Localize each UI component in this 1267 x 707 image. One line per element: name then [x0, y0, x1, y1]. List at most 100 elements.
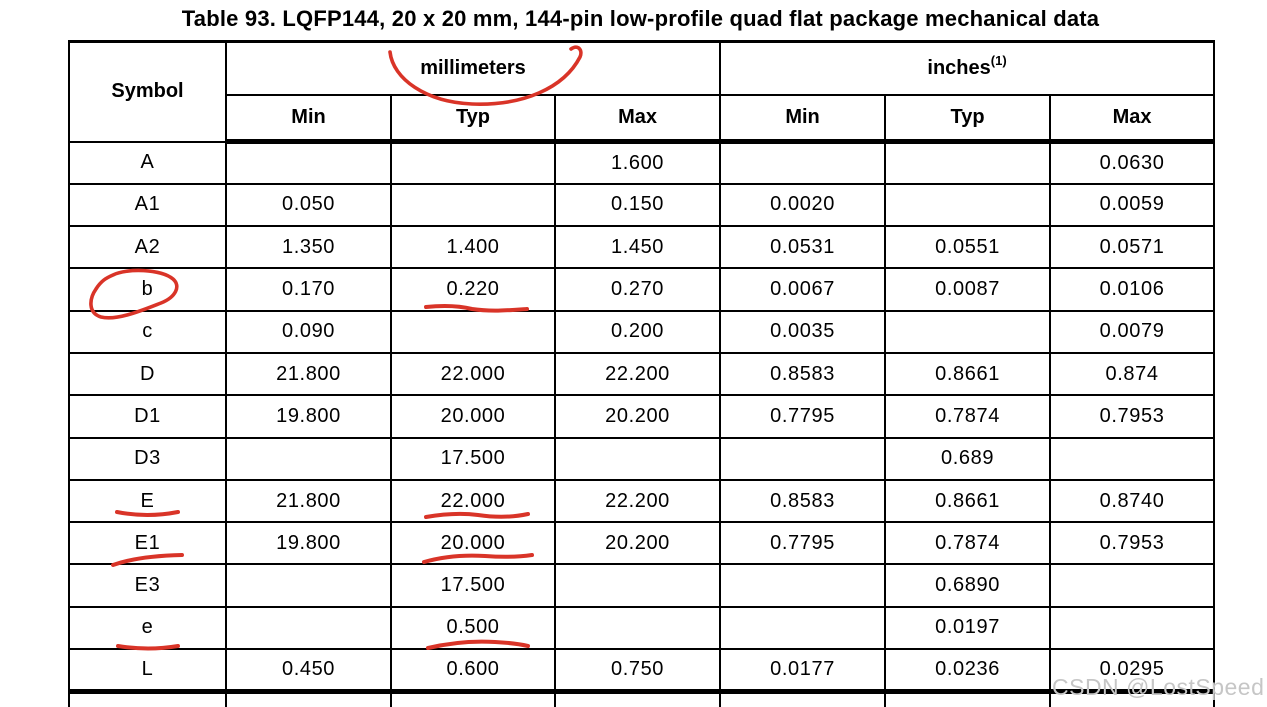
- empty-cell: [68, 688, 227, 707]
- in-min-cell: 0.0020: [719, 182, 887, 228]
- mm-min-cell: 21.800: [225, 351, 392, 397]
- millimeters-label: millimeters: [420, 56, 526, 79]
- symbol-cell: A1: [68, 182, 227, 228]
- in-min-cell: 0.8583: [719, 351, 887, 397]
- in-min-cell: 0.0177: [719, 648, 887, 693]
- mm-min-cell: [225, 605, 392, 651]
- mm-max-cell: 1.600: [553, 140, 722, 185]
- watermark: CSDN @LostSpeed: [1052, 674, 1265, 700]
- in-max-cell: 0.0295: [1049, 648, 1216, 693]
- table-row: L 0.450 0.600 0.750 0.0177 0.0236 0.0295: [68, 648, 1216, 693]
- table-row: A2 1.350 1.400 1.450 0.0531 0.0551 0.057…: [68, 225, 1216, 270]
- mm-min-cell: 0.170: [225, 267, 392, 312]
- mm-min-cell: [225, 436, 392, 481]
- table-row: A1 0.050 0.150 0.0020 0.0059: [68, 182, 1216, 228]
- mm-typ-cell: 22.000: [390, 351, 556, 397]
- mm-typ-cell: 1.400: [390, 225, 556, 270]
- table-row: E 21.800 22.000 22.200 0.8583 0.8661 0.8…: [68, 478, 1216, 524]
- mm-typ-cell: 0.220: [390, 267, 556, 312]
- mm-max-cell: [553, 605, 722, 651]
- in-typ-cell: 0.8661: [884, 478, 1052, 524]
- mm-max-cell: [553, 436, 722, 481]
- symbol-cell: c: [68, 309, 227, 354]
- header-mm-min: Min: [225, 93, 392, 144]
- mm-typ-cell: 0.600: [390, 648, 556, 693]
- empty-cell: [719, 688, 887, 707]
- symbol-cell: D1: [68, 394, 227, 439]
- mm-typ-cell: [390, 140, 556, 185]
- mm-max-cell: [553, 563, 722, 608]
- table-row: b 0.170 0.220 0.270 0.0067 0.0087 0.0106: [68, 267, 1216, 312]
- symbol-cell: E: [68, 478, 227, 524]
- in-max-cell: 0.7953: [1049, 394, 1216, 439]
- header-in-max: Max: [1049, 93, 1216, 144]
- symbol-cell: A2: [68, 225, 227, 270]
- table-row: A 1.600 0.0630: [68, 140, 1216, 185]
- table-row: D3 17.500 0.689: [68, 436, 1216, 481]
- table-row: c 0.090 0.200 0.0035 0.0079: [68, 309, 1216, 354]
- mm-typ-cell: 22.000: [390, 478, 556, 524]
- table-title: Table 93. LQFP144, 20 x 20 mm, 144-pin l…: [181, 6, 1100, 31]
- in-max-cell: 0.0630: [1049, 140, 1216, 185]
- table-body: A 1.600 0.0630 A1 0.050 0.150 0.0020 0.0…: [68, 140, 1216, 693]
- in-min-cell: 0.0035: [719, 309, 887, 354]
- table-row-partial: [68, 688, 1216, 707]
- in-min-cell: [719, 140, 887, 185]
- header-in-min: Min: [719, 93, 887, 144]
- in-typ-cell: 0.7874: [884, 521, 1052, 566]
- unit-group-row: Symbol millimeters inches(1): [68, 40, 1216, 143]
- in-max-cell: [1049, 605, 1216, 651]
- in-max-cell: 0.0571: [1049, 225, 1216, 270]
- mm-typ-cell: 0.500: [390, 605, 556, 651]
- mm-max-cell: 0.750: [553, 648, 722, 693]
- symbol-cell: A: [68, 140, 227, 185]
- header-millimeters: millimeters: [224, 40, 722, 96]
- in-min-cell: [719, 563, 887, 608]
- in-typ-cell: [884, 182, 1052, 228]
- symbol-cell: L: [68, 648, 227, 693]
- mm-max-cell: 22.200: [553, 478, 722, 524]
- mm-max-cell: 1.450: [553, 225, 722, 270]
- mm-max-cell: 0.200: [553, 309, 722, 354]
- in-max-cell: 0.874: [1049, 351, 1216, 397]
- inches-label: inches: [927, 56, 991, 79]
- empty-cell: [390, 688, 556, 707]
- header-mm-typ: Typ: [390, 93, 556, 144]
- in-min-cell: [719, 605, 887, 651]
- in-max-cell: 0.0106: [1049, 267, 1216, 312]
- in-min-cell: 0.7795: [719, 394, 887, 439]
- mm-min-cell: 0.090: [225, 309, 392, 354]
- in-min-cell: 0.0531: [719, 225, 887, 270]
- in-max-cell: [1049, 436, 1216, 481]
- mm-typ-cell: 17.500: [390, 563, 556, 608]
- in-typ-cell: 0.0551: [884, 225, 1052, 270]
- mm-min-cell: [225, 140, 392, 185]
- in-typ-cell: 0.0236: [884, 648, 1052, 693]
- in-typ-cell: 0.8661: [884, 351, 1052, 397]
- symbol-cell: e: [68, 605, 227, 651]
- header-symbol: Symbol: [68, 40, 227, 143]
- in-min-cell: [719, 436, 887, 481]
- in-typ-cell: [884, 309, 1052, 354]
- mm-min-cell: [225, 563, 392, 608]
- min-typ-max-row: Min Typ Max Min Typ Max: [69, 93, 1216, 144]
- symbol-cell: b: [68, 267, 227, 312]
- mm-typ-cell: [390, 309, 556, 354]
- mm-typ-cell: 20.000: [390, 521, 556, 566]
- mm-max-cell: 0.150: [553, 182, 722, 228]
- in-min-cell: 0.0067: [719, 267, 887, 312]
- mm-max-cell: 22.200: [553, 351, 722, 397]
- mm-max-cell: 20.200: [553, 521, 722, 566]
- symbol-cell: E1: [68, 521, 227, 566]
- in-typ-cell: 0.6890: [884, 563, 1052, 608]
- mm-min-cell: 1.350: [225, 225, 392, 270]
- mm-min-cell: 19.800: [225, 521, 392, 566]
- empty-cell: [553, 688, 722, 707]
- table-row: E3 17.500 0.6890: [68, 563, 1216, 608]
- in-min-cell: 0.8583: [719, 478, 887, 524]
- symbol-cell: D3: [68, 436, 227, 481]
- in-max-cell: 0.0059: [1049, 182, 1216, 228]
- mm-typ-cell: 17.500: [390, 436, 556, 481]
- in-typ-cell: 0.7874: [884, 394, 1052, 439]
